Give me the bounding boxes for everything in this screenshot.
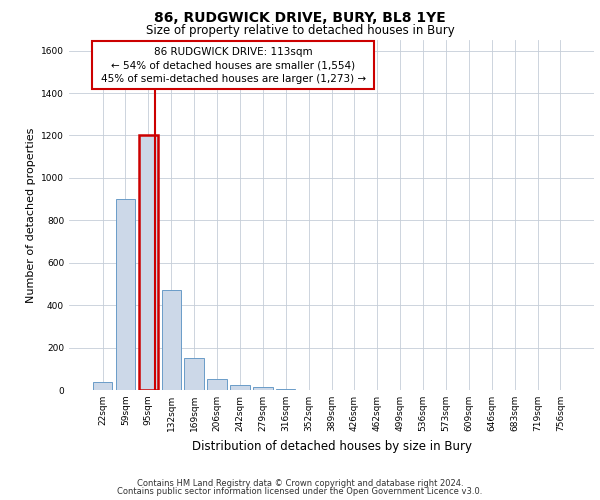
Text: Contains HM Land Registry data © Crown copyright and database right 2024.: Contains HM Land Registry data © Crown c…: [137, 478, 463, 488]
Text: 86, RUDGWICK DRIVE, BURY, BL8 1YE: 86, RUDGWICK DRIVE, BURY, BL8 1YE: [154, 11, 446, 25]
Y-axis label: Number of detached properties: Number of detached properties: [26, 128, 35, 302]
Bar: [253, 388, 272, 390]
Bar: [161, 290, 181, 390]
FancyBboxPatch shape: [92, 42, 374, 89]
X-axis label: Distribution of detached houses by size in Bury: Distribution of detached houses by size …: [191, 440, 472, 452]
Text: ← 54% of detached houses are smaller (1,554): ← 54% of detached houses are smaller (1,…: [111, 60, 355, 70]
Bar: [93, 382, 112, 390]
Text: Contains public sector information licensed under the Open Government Licence v3: Contains public sector information licen…: [118, 487, 482, 496]
Bar: [276, 389, 295, 390]
Bar: [184, 358, 204, 390]
Bar: [230, 384, 250, 390]
Bar: [116, 199, 135, 390]
Bar: [139, 136, 158, 390]
Text: 45% of semi-detached houses are larger (1,273) →: 45% of semi-detached houses are larger (…: [101, 74, 365, 84]
Bar: [208, 380, 227, 390]
Text: 86 RUDGWICK DRIVE: 113sqm: 86 RUDGWICK DRIVE: 113sqm: [154, 47, 313, 57]
Text: Size of property relative to detached houses in Bury: Size of property relative to detached ho…: [146, 24, 454, 37]
